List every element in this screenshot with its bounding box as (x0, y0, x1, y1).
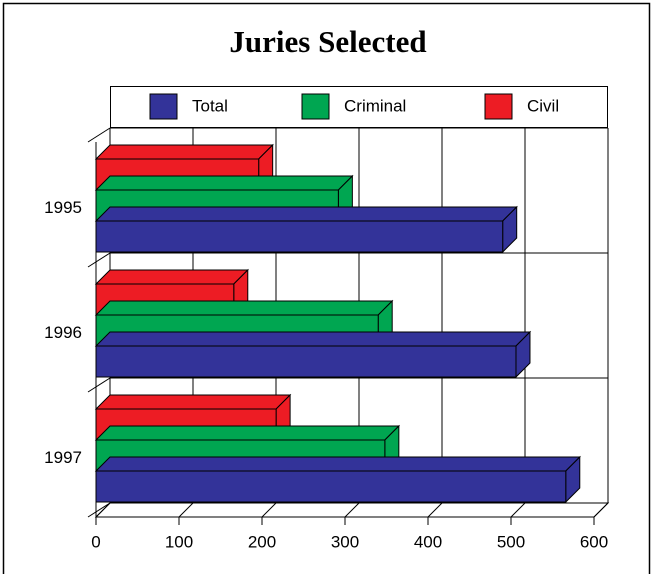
x-tick (261, 502, 277, 518)
y-boundary (87, 127, 111, 143)
legend-swatch (149, 93, 178, 120)
x-tick (344, 502, 360, 518)
legend-label: Civil (527, 96, 559, 115)
x-tick (593, 502, 609, 518)
y-tick-label: 1997 (44, 448, 82, 467)
x-tick (510, 502, 526, 518)
bar-top (94, 175, 354, 191)
x-tick (427, 502, 443, 518)
x-tick-label: 0 (91, 532, 100, 551)
bar (95, 220, 504, 253)
y-boundary (87, 502, 111, 518)
chart-title: Juries Selected (229, 24, 426, 59)
x-tick-label: 600 (580, 532, 608, 551)
legend-swatch (484, 93, 513, 120)
bar-top (94, 331, 532, 347)
x-tick (178, 502, 194, 518)
x-tick-label: 400 (414, 532, 442, 551)
y-boundary (87, 252, 111, 268)
bar (95, 345, 517, 378)
x-tick-label: 200 (248, 532, 276, 551)
x-tick (95, 502, 111, 518)
x-tick-label: 300 (331, 532, 359, 551)
y-boundary (87, 377, 111, 393)
legend-label: Total (192, 96, 228, 115)
bar-top (94, 144, 274, 160)
bar-top (94, 394, 292, 410)
bar-top (94, 456, 581, 472)
bar-top (94, 206, 518, 222)
legend (110, 86, 608, 128)
bar-top (94, 300, 394, 316)
bar-top (94, 269, 249, 285)
legend-label: Criminal (344, 96, 406, 115)
x-tick-label: 500 (497, 532, 525, 551)
bar-top (94, 425, 401, 441)
y-tick-label: 1995 (44, 198, 82, 217)
x-tick-label: 100 (165, 532, 193, 551)
y-tick-label: 1996 (44, 323, 82, 342)
bar (95, 470, 567, 503)
legend-swatch (301, 93, 330, 120)
